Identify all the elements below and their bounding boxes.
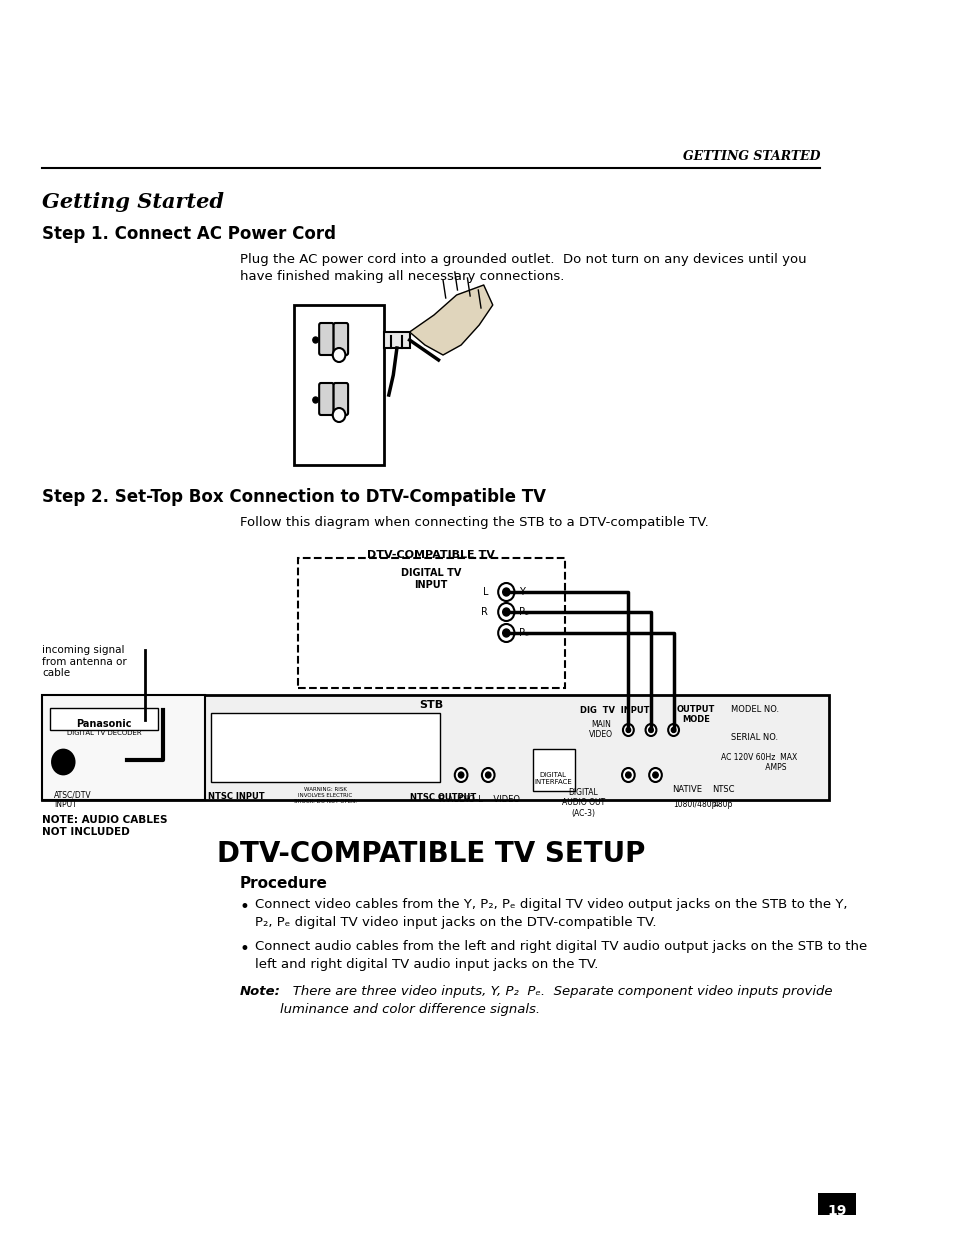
Text: AC 120V 60Hz  MAX
              AMPS: AC 120V 60Hz MAX AMPS — [720, 753, 797, 773]
Text: MODEL NO.: MODEL NO. — [730, 706, 779, 714]
Text: Pₑ: Pₑ — [518, 627, 529, 639]
Text: ATSC/DTV
INPUT: ATSC/DTV INPUT — [54, 790, 91, 810]
Circle shape — [648, 728, 653, 733]
Text: DIG  TV  INPUT: DIG TV INPUT — [579, 706, 649, 715]
Text: Step 2. Set-Top Box Connection to DTV-Compatible TV: Step 2. Set-Top Box Connection to DTV-Co… — [43, 489, 546, 506]
Text: 19: 19 — [826, 1204, 846, 1218]
FancyBboxPatch shape — [319, 322, 334, 355]
FancyBboxPatch shape — [298, 558, 564, 688]
Circle shape — [485, 773, 491, 777]
Text: NATIVE: NATIVE — [672, 785, 701, 794]
FancyBboxPatch shape — [818, 1193, 856, 1215]
Text: GETTING STARTED: GETTING STARTED — [681, 150, 820, 162]
Circle shape — [333, 348, 345, 362]
Polygon shape — [409, 285, 493, 355]
Text: P₂: P₂ — [518, 608, 528, 618]
Text: luminance and color difference signals.: luminance and color difference signals. — [280, 1003, 539, 1016]
FancyBboxPatch shape — [294, 305, 384, 465]
FancyBboxPatch shape — [384, 332, 409, 348]
Circle shape — [645, 724, 656, 737]
Text: DIGITAL TV DECODER: DIGITAL TV DECODER — [67, 730, 141, 737]
Text: SERIAL NO.: SERIAL NO. — [731, 733, 778, 742]
Circle shape — [625, 728, 630, 733]
Text: NTSC INPUT: NTSC INPUT — [208, 792, 264, 801]
Text: STB: STB — [418, 701, 443, 711]
Text: DIGITAL TV
INPUT: DIGITAL TV INPUT — [400, 568, 461, 589]
FancyBboxPatch shape — [334, 322, 348, 355]
Circle shape — [497, 583, 514, 601]
Text: DIGITAL
AUDIO OUT
(AC-3): DIGITAL AUDIO OUT (AC-3) — [561, 787, 604, 818]
Circle shape — [313, 397, 318, 403]
Text: P₂, Pₑ digital TV video input jacks on the DTV-compatible TV.: P₂, Pₑ digital TV video input jacks on t… — [254, 916, 656, 929]
Text: •: • — [239, 898, 250, 916]
FancyBboxPatch shape — [334, 383, 348, 415]
Text: have finished making all necessary connections.: have finished making all necessary conne… — [239, 270, 563, 283]
FancyBboxPatch shape — [43, 694, 828, 800]
Text: 480p: 480p — [713, 800, 732, 808]
Text: WARNING: RISK
INVOLVES ELECTRIC
SHOCK. DO NOT OPEN.: WARNING: RISK INVOLVES ELECTRIC SHOCK. D… — [294, 787, 356, 804]
Circle shape — [625, 773, 631, 777]
Text: L: L — [482, 587, 488, 596]
FancyBboxPatch shape — [532, 749, 575, 791]
Circle shape — [458, 773, 463, 777]
Circle shape — [652, 773, 658, 777]
FancyBboxPatch shape — [319, 383, 334, 415]
Circle shape — [333, 408, 345, 422]
Text: MAIN
VIDEO: MAIN VIDEO — [589, 720, 613, 739]
Text: DTV-COMPATIBLE TV SETUP: DTV-COMPATIBLE TV SETUP — [217, 839, 645, 868]
Circle shape — [455, 768, 467, 782]
Circle shape — [648, 768, 661, 782]
Text: left and right digital TV audio input jacks on the TV.: left and right digital TV audio input ja… — [254, 959, 598, 971]
Circle shape — [502, 588, 510, 596]
Circle shape — [313, 337, 318, 343]
Text: Y: Y — [518, 587, 524, 596]
Text: NOTE: AUDIO CABLES
NOT INCLUDED: NOTE: AUDIO CABLES NOT INCLUDED — [43, 815, 168, 837]
Text: There are three video inputs, Y, P₂  Pₑ.  Separate component video inputs provid: There are three video inputs, Y, P₂ Pₑ. … — [280, 985, 832, 998]
FancyBboxPatch shape — [50, 708, 158, 730]
Text: NTSC OUTPUT: NTSC OUTPUT — [410, 794, 476, 802]
Text: Procedure: Procedure — [239, 875, 327, 892]
Text: •: • — [239, 940, 250, 959]
Text: Note:: Note: — [239, 985, 280, 998]
Text: OUTPUT
MODE: OUTPUT MODE — [677, 706, 715, 724]
Text: Getting Started: Getting Started — [43, 192, 224, 212]
Circle shape — [621, 768, 634, 782]
Circle shape — [502, 608, 510, 616]
Text: Connect audio cables from the left and right digital TV audio output jacks on th: Connect audio cables from the left and r… — [254, 940, 866, 954]
Circle shape — [497, 603, 514, 621]
Text: Panasonic: Panasonic — [76, 719, 132, 729]
Text: 1080i/480p: 1080i/480p — [673, 800, 717, 808]
Circle shape — [622, 724, 633, 737]
Text: Step 1. Connect AC Power Cord: Step 1. Connect AC Power Cord — [43, 224, 336, 243]
Text: Connect video cables from the Y, P₂, Pₑ digital TV video output jacks on the STB: Connect video cables from the Y, P₂, Pₑ … — [254, 898, 846, 911]
Text: DIGITAL
INTERFACE: DIGITAL INTERFACE — [534, 773, 572, 785]
FancyBboxPatch shape — [43, 694, 205, 800]
Circle shape — [671, 728, 675, 733]
Text: R AUDIO-L    VIDEO: R AUDIO-L VIDEO — [438, 795, 519, 804]
FancyBboxPatch shape — [211, 713, 440, 782]
Circle shape — [667, 724, 679, 737]
Circle shape — [497, 624, 514, 642]
Circle shape — [52, 750, 74, 774]
Text: incoming signal
from antenna or
cable: incoming signal from antenna or cable — [43, 645, 127, 678]
Circle shape — [502, 629, 510, 637]
Text: Plug the AC power cord into a grounded outlet.  Do not turn on any devices until: Plug the AC power cord into a grounded o… — [239, 253, 805, 267]
Text: NTSC: NTSC — [711, 785, 734, 794]
Text: DTV-COMPATIBLE TV: DTV-COMPATIBLE TV — [367, 551, 495, 560]
Text: R: R — [481, 608, 488, 618]
Circle shape — [481, 768, 494, 782]
Text: Follow this diagram when connecting the STB to a DTV-compatible TV.: Follow this diagram when connecting the … — [239, 516, 708, 529]
